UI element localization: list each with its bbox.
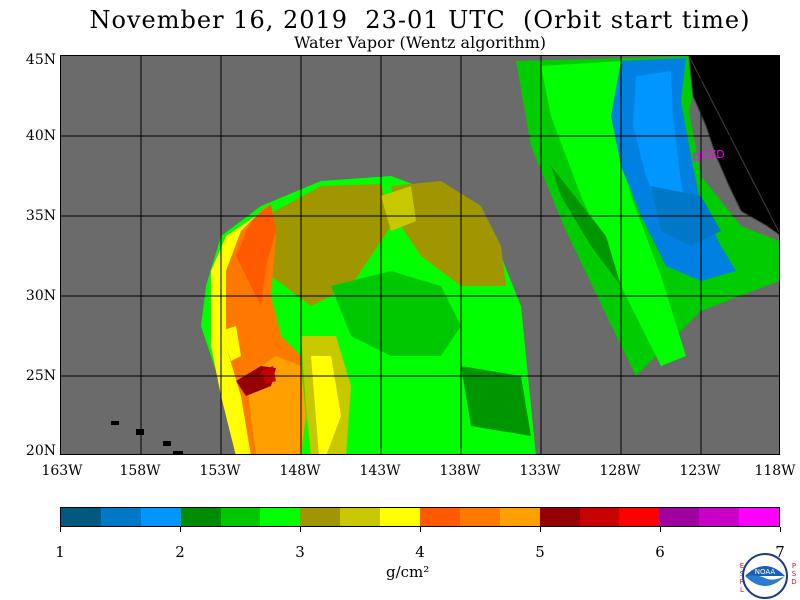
colorbar-tick xyxy=(779,527,781,532)
lon-label-158w: 158W xyxy=(119,463,161,479)
gridlines xyxy=(61,56,779,454)
colorbar-segment-16 xyxy=(699,508,740,526)
colorbar-tick-label: 4 xyxy=(415,543,425,561)
colorbar-tick-label: 5 xyxy=(535,543,545,561)
colorbar-segment-6 xyxy=(300,508,341,526)
colorbar-segment-2 xyxy=(140,508,181,526)
lon-label-153w: 153W xyxy=(199,463,241,479)
noaa-logo-icon: NOAA xyxy=(742,553,788,599)
colorbar-tick-label: 2 xyxy=(175,543,185,561)
colorbar-tick xyxy=(299,527,301,532)
lat-label-20n: 20N xyxy=(25,443,56,459)
colorbar-tick xyxy=(59,527,61,532)
colorbar-units: g/cm² xyxy=(386,563,430,581)
western-swath xyxy=(201,176,536,454)
lon-label-128w: 128W xyxy=(599,463,641,479)
lon-label-138w: 138W xyxy=(439,463,481,479)
station-marker: CZD xyxy=(693,148,725,161)
lon-label-118w: 118W xyxy=(754,463,796,479)
colorbar-tick xyxy=(539,527,541,532)
colorbar-segment-17 xyxy=(739,508,780,526)
svg-text:NOAA: NOAA xyxy=(755,568,776,576)
colorbar-segment-5 xyxy=(260,508,301,526)
colorbar-segment-12 xyxy=(539,508,580,526)
station-label: CZD xyxy=(701,148,725,161)
lon-label-133w: 133W xyxy=(519,463,561,479)
colorbar-segment-15 xyxy=(659,508,700,526)
colorbar-segment-11 xyxy=(499,508,540,526)
colorbar-tick xyxy=(419,527,421,532)
colorbar-segment-0 xyxy=(61,508,101,526)
map-subtitle: Water Vapor (Wentz algorithm) xyxy=(293,33,546,52)
lat-label-35n: 35N xyxy=(25,208,56,224)
lon-label-163w: 163W xyxy=(41,463,83,479)
colorbar-segment-7 xyxy=(340,508,381,526)
colorbar-segment-1 xyxy=(100,508,141,526)
colorbar-segment-9 xyxy=(420,508,460,526)
lon-label-123w: 123W xyxy=(679,463,721,479)
colorbar-segment-13 xyxy=(579,508,620,526)
hawaiian-islands xyxy=(111,421,183,454)
colorbar-segment-10 xyxy=(459,508,500,526)
colorbar xyxy=(60,507,780,527)
coastline xyxy=(688,56,779,236)
map-title: November 16, 2019 23-01 UTC (Orbit start… xyxy=(89,6,751,34)
lat-label-40n: 40N xyxy=(25,128,56,144)
colorbar-tick-label: 1 xyxy=(55,543,65,561)
lat-label-25n: 25N xyxy=(25,368,56,384)
colorbar-tick-label: 6 xyxy=(655,543,665,561)
lon-label-148w: 148W xyxy=(279,463,321,479)
colorbar-tick-label: 3 xyxy=(295,543,305,561)
colorbar-tick xyxy=(179,527,181,532)
colorbar-segment-8 xyxy=(380,508,421,526)
lat-label-30n: 30N xyxy=(25,288,56,304)
lat-label-45n: 45N xyxy=(25,52,56,68)
lon-label-143w: 143W xyxy=(359,463,401,479)
colorbar-segment-3 xyxy=(180,508,221,526)
colorbar-tick xyxy=(659,527,661,532)
colorbar-tick-label: 7 xyxy=(775,543,785,561)
water-vapor-map: CZD xyxy=(60,55,780,455)
map-canvas: CZD xyxy=(61,56,779,454)
colorbar-segment-14 xyxy=(619,508,660,526)
colorbar-segment-4 xyxy=(220,508,261,526)
